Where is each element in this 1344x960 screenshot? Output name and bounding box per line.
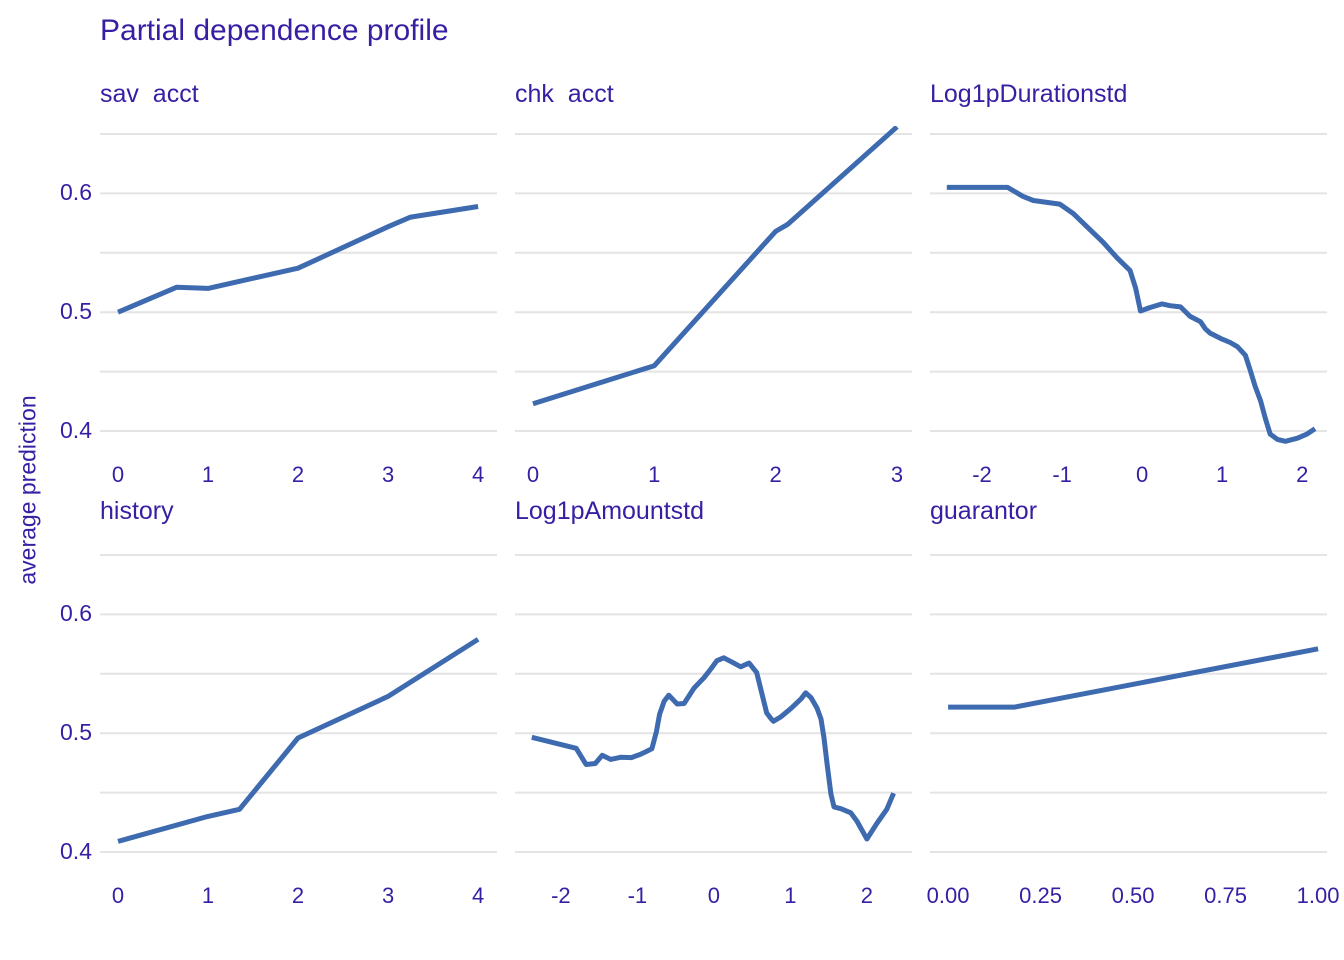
line-chart-history xyxy=(100,553,497,854)
x-tick-label: 0 xyxy=(111,462,125,487)
line-chart-chk-acct xyxy=(515,126,912,433)
x-tick-label: -1 xyxy=(627,883,648,908)
x-tick-label: 2 xyxy=(291,883,305,908)
x-tick-label: 3 xyxy=(381,883,395,908)
panel-title: sav acct xyxy=(100,80,199,108)
x-axis-ticks: 0 1 2 3 4 xyxy=(100,883,497,909)
panel-title: guarantor xyxy=(930,497,1038,525)
x-tick-label: 2 xyxy=(1296,462,1309,487)
pdp-line xyxy=(532,126,899,407)
panel-title: history xyxy=(100,497,174,525)
line-chart-guarantor xyxy=(930,553,1327,854)
x-tick-label: 1 xyxy=(784,883,797,908)
x-axis-ticks: 0.00 0.25 0.50 0.75 1.00 xyxy=(926,883,1340,909)
pdp-line xyxy=(117,637,480,844)
panel-sav-acct: sav acct 0 1 2 3 4 xyxy=(100,80,497,498)
x-tick-label: 4 xyxy=(471,883,485,908)
x-tick-label: 0 xyxy=(707,883,721,908)
x-axis-ticks: -2 -1 0 1 2 xyxy=(515,883,912,909)
x-axis-ticks: 0 1 2 3 4 xyxy=(100,462,497,488)
pdp-line xyxy=(948,646,1319,710)
x-tick-label: 0.75 xyxy=(1204,883,1248,908)
x-tick-label: 1 xyxy=(201,462,215,487)
y-tick-label: 0.4 xyxy=(60,417,92,443)
x-tick-label: 4 xyxy=(471,462,485,487)
x-tick-label: 0.00 xyxy=(926,883,970,908)
x-tick-label: 0.50 xyxy=(1111,883,1155,908)
panel-log1pamountstd: Log1pAmountstd -2 -1 0 1 2 xyxy=(515,497,912,915)
y-tick-label: 0.5 xyxy=(60,298,92,324)
x-tick-label: 0 xyxy=(111,883,125,908)
x-axis-ticks: 0 1 2 3 xyxy=(515,462,912,488)
x-axis-ticks: -2 -1 0 1 2 xyxy=(930,462,1327,488)
pdp-line xyxy=(531,655,896,842)
x-tick-label: 2 xyxy=(860,883,874,908)
x-tick-label: 1 xyxy=(201,883,215,908)
x-tick-label: 1 xyxy=(648,462,661,487)
y-axis-tick-labels: 0.6 0.5 0.4 0.6 0.5 0.4 xyxy=(38,0,92,960)
panel-title: chk acct xyxy=(515,80,614,108)
y-tick-label: 0.4 xyxy=(60,838,92,864)
x-tick-label: 0.25 xyxy=(1019,883,1063,908)
x-tick-label: 0 xyxy=(1135,462,1149,487)
x-tick-label: 0 xyxy=(526,462,540,487)
x-tick-label: 2 xyxy=(291,462,305,487)
line-chart-sav-acct xyxy=(100,132,497,433)
x-tick-label: 2 xyxy=(769,462,782,487)
panel-chk-acct: chk acct 0 1 2 3 xyxy=(515,80,912,498)
line-chart-log1pamountstd xyxy=(515,553,912,854)
panel-history: history 0 1 2 3 4 xyxy=(100,497,497,915)
panel-log1pdurationstd: Log1pDurationstd -2 -1 0 1 2 xyxy=(930,80,1327,498)
page-title: Partial dependence profile xyxy=(100,14,449,47)
y-tick-label: 0.6 xyxy=(60,179,92,205)
x-tick-label: 3 xyxy=(381,462,395,487)
y-tick-label: 0.6 xyxy=(60,600,92,626)
x-tick-label: 3 xyxy=(890,462,904,487)
x-tick-label: -2 xyxy=(972,462,992,487)
x-tick-label: -2 xyxy=(551,883,571,908)
panel-guarantor: guarantor 0.00 0.25 0.50 0.75 1.00 xyxy=(926,497,1340,915)
pdp-line xyxy=(946,184,1317,444)
x-tick-label: -1 xyxy=(1052,462,1072,487)
x-tick-label: 1.00 xyxy=(1296,883,1340,908)
x-tick-label: 1 xyxy=(1215,462,1229,487)
panel-title: Log1pAmountstd xyxy=(515,497,705,525)
line-chart-log1pdurationstd xyxy=(930,132,1327,444)
pdp-line xyxy=(117,204,479,315)
y-tick-label: 0.5 xyxy=(60,719,92,745)
panel-title: Log1pDurationstd xyxy=(930,80,1128,108)
